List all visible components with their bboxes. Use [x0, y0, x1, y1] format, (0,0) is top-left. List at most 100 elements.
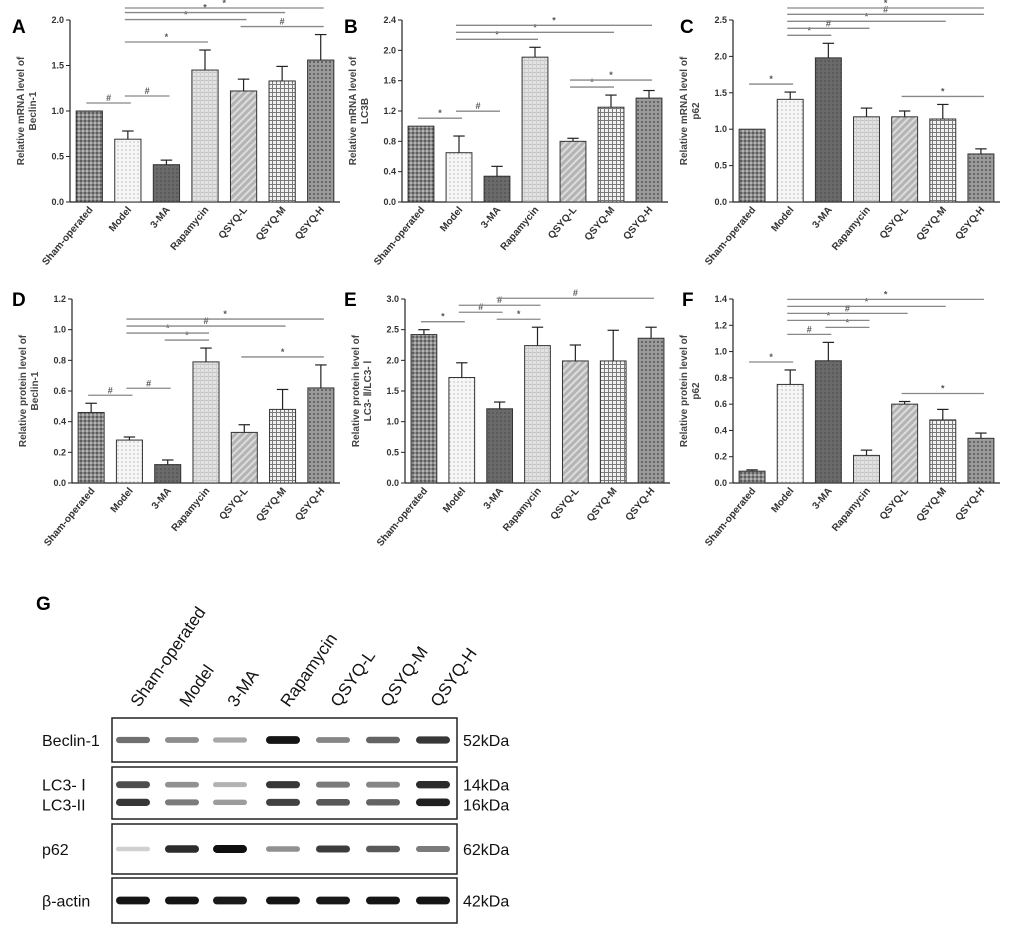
bar-qsyq-l [891, 403, 919, 484]
chart-panel-a: A 0.0 0.5 1.0 1.5 2.0 Relative mRNA level of B… [12, 0, 340, 268]
category-label: QSYQ-L [217, 205, 250, 241]
chart-panel-e: E 0.0 0.5 1.0 1.5 2.0 2.5 3.0 Relative protein … [344, 288, 670, 549]
molecular-weight: 62kDa [463, 842, 509, 859]
significance-mark: * [166, 323, 170, 333]
category-label: QSYQ-M [585, 486, 619, 524]
molecular-weight: 52kDa [463, 733, 509, 750]
lane-label: Model [176, 661, 218, 710]
protein-label: Beclin-1 [42, 733, 100, 750]
bar-qsyq-m [268, 80, 296, 203]
y-tick-label: 1.2 [383, 106, 396, 116]
significance-mark: * [609, 70, 613, 80]
category-label: Sham-operated [40, 205, 95, 268]
category-label: Rapamycin [830, 205, 873, 253]
significance-mark: # [883, 4, 888, 14]
significance-mark: * [281, 347, 285, 357]
category-label: Rapamycin [501, 486, 544, 534]
bar-qsyq-m [269, 408, 297, 484]
y-tick-label: 0.4 [714, 425, 727, 435]
y-tick-label: 0.8 [714, 373, 727, 383]
molecular-weight: 16kDa [463, 797, 509, 814]
y-tick-label: 1.4 [714, 294, 727, 304]
bar-3-ma [483, 175, 511, 203]
blot-frame [111, 766, 458, 820]
category-label: 3-MA [150, 486, 174, 512]
category-label: Sham-operated [703, 205, 758, 268]
bar-qsyq-h [967, 153, 995, 203]
y-tick-label: 0.4 [383, 167, 396, 177]
blot-band [416, 896, 450, 905]
y-axis-label: p62 [691, 102, 702, 120]
y-tick-label: 0.0 [714, 478, 727, 488]
y-tick-label: 2.0 [383, 45, 396, 55]
bar-3-ma [152, 164, 181, 203]
y-tick-label: 0.4 [53, 417, 66, 427]
significance-mark: # [845, 303, 850, 313]
significance-mark: * [517, 309, 521, 319]
blot-band [165, 781, 199, 788]
panel-letter: D [12, 290, 26, 311]
lane-label: QSYQ-H [427, 644, 481, 710]
category-label: Rapamycin [499, 205, 542, 253]
y-tick-label: 1.6 [383, 76, 396, 86]
chart-panel-d: D 0.0 0.2 0.4 0.6 0.8 1.0 1.2 Relative protein … [12, 290, 340, 549]
panel-letter: C [680, 17, 694, 38]
significance-mark: * [846, 317, 850, 327]
blot-band [366, 896, 400, 905]
blot-band [165, 737, 199, 743]
y-tick-label: 0.0 [386, 478, 399, 488]
blot-band [416, 846, 450, 852]
category-label: Model [770, 486, 797, 515]
blot-band [116, 781, 150, 789]
blot-band [366, 781, 400, 788]
category-label: Sham-operated [42, 486, 97, 549]
category-label: QSYQ-M [583, 205, 617, 243]
bar-rapamycin [524, 345, 551, 484]
significance-mark: * [441, 312, 445, 322]
y-tick-label: 2.5 [714, 15, 727, 25]
bar-sham-operated [738, 470, 766, 484]
chart-panel-c: C 0.0 0.5 1.0 1.5 2.0 2.5 Relative mRNA level … [679, 0, 1000, 268]
bar-qsyq-l [559, 140, 587, 203]
category-label: QSYQ-H [953, 486, 987, 523]
significance-mark: * [865, 11, 869, 21]
significance-mark: * [223, 309, 227, 319]
significance-mark: # [106, 93, 111, 103]
significance-mark: * [184, 10, 188, 20]
significance-mark: # [573, 288, 578, 298]
significance-mark: * [884, 289, 888, 299]
y-axis-label: Relative mRNA level of [679, 56, 690, 165]
y-tick-label: 1.0 [51, 106, 64, 116]
significance-mark: * [827, 310, 831, 320]
category-label: Model [770, 205, 797, 234]
y-tick-label: 2.4 [383, 15, 396, 25]
chart-panel-b: B 0.0 0.4 0.8 1.2 1.6 2.0 2.4 Relative mRNA lev… [344, 15, 668, 268]
y-tick-label: 0.5 [51, 152, 64, 162]
y-tick-label: 2.0 [714, 51, 727, 61]
blot-band [266, 846, 300, 852]
y-axis-label: Beclin-1 [30, 371, 41, 410]
lane-label: 3-MA [224, 666, 263, 711]
bar-qsyq-m [929, 118, 957, 203]
blot-band [116, 798, 150, 806]
bar-model [448, 377, 476, 484]
category-label: QSYQ-L [549, 486, 582, 522]
significance-mark: * [185, 330, 189, 340]
significance-mark: # [145, 86, 150, 96]
y-axis-label: Relative mRNA level of [348, 56, 359, 165]
bar-rapamycin [191, 69, 219, 203]
category-label: 3-MA [479, 205, 503, 231]
significance-mark: * [808, 25, 812, 35]
blot-band [366, 799, 400, 806]
bar-sham-operated [75, 110, 103, 203]
category-label: 3-MA [482, 486, 506, 512]
bar-3-ma [154, 464, 182, 484]
protein-label: LC3- Ⅰ [42, 778, 86, 795]
bar-qsyq-m [599, 360, 627, 484]
y-axis-label: LC3- Ⅱ/LC3- Ⅰ [363, 361, 374, 422]
blot-band [366, 845, 400, 853]
y-axis-label: Relative protein level of [18, 334, 29, 447]
significance-mark: # [826, 18, 831, 28]
category-label: QSYQ-L [878, 486, 911, 522]
significance-mark: * [495, 29, 499, 39]
